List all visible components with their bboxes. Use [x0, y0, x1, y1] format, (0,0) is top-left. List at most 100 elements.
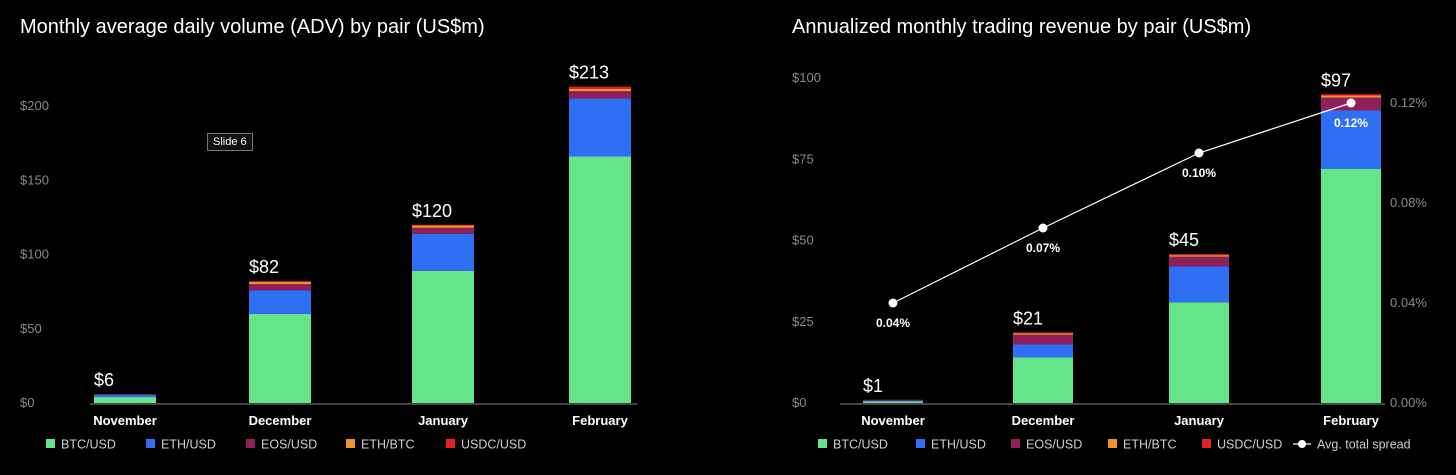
adv-bar-january-eth-usd: [412, 233, 474, 271]
revenue-category-label-january: January: [1174, 413, 1225, 428]
adv-bar-november-btc-usd: [94, 397, 156, 403]
revenue-secondary-ytick-label: 0.08%: [1390, 195, 1427, 210]
revenue-bar-january-usdc-usd: [1169, 254, 1229, 256]
adv-legend-label: EOS/USD: [261, 438, 317, 452]
revenue-bar-december-btc-usd: [1013, 357, 1073, 403]
revenue-bar-february-usdc-usd: [1321, 94, 1381, 96]
revenue-total-label-february: $97: [1321, 70, 1351, 90]
adv-legend-label: ETH/USD: [161, 438, 216, 452]
revenue-spread-point-january: [1194, 148, 1204, 158]
revenue-total-label-december: $21: [1013, 308, 1043, 328]
revenue-bar-january-eos-usd: [1169, 256, 1229, 267]
revenue-spread-point-february: [1346, 98, 1356, 108]
revenue-category-label-december: December: [1012, 413, 1075, 428]
revenue-legend-marker-icon: [1298, 440, 1306, 448]
adv-category-label-january: January: [418, 413, 469, 428]
adv-bar-january-eos-usd: [412, 227, 474, 234]
adv-bar-february-eth-usd: [569, 98, 631, 157]
revenue-bar-november-eos-usd: [863, 399, 923, 401]
revenue-bar-february-eth-usd: [1321, 110, 1381, 169]
revenue-spread-label-november: 0.04%: [876, 316, 910, 330]
revenue-ytick-label: $25: [792, 314, 814, 329]
adv-legend-swatch-usdc-usd: [446, 439, 455, 448]
adv-bar-december-btc-usd: [249, 313, 311, 403]
adv-ytick-label: $100: [20, 247, 49, 262]
revenue-spread-label-january: 0.10%: [1182, 166, 1216, 180]
adv-category-label-february: February: [572, 413, 628, 428]
adv-bar-january-usdc-usd: [412, 224, 474, 226]
revenue-bar-february-eth-btc: [1321, 95, 1381, 98]
adv-bar-december-eth-usd: [249, 290, 311, 314]
revenue-spread-point-november: [888, 298, 898, 308]
revenue-legend-swatch-btc-usd: [818, 439, 827, 448]
adv-bar-december-eos-usd: [249, 284, 311, 291]
revenue-legend-label: Avg. total spread: [1317, 438, 1411, 452]
revenue-legend-label: EOS/USD: [1026, 438, 1082, 452]
adv-bar-february-eth-btc: [569, 88, 631, 92]
adv-legend-label: USDC/USD: [461, 438, 526, 452]
revenue-bar-november-btc-usd: [863, 401, 923, 403]
revenue-bar-december-eth-usd: [1013, 344, 1073, 358]
adv-ytick-label: $200: [20, 98, 49, 113]
slide-badge: Slide 6: [207, 133, 253, 151]
revenue-legend-label: ETH/BTC: [1123, 438, 1176, 452]
revenue-bar-january-eth-btc: [1169, 255, 1229, 257]
adv-legend-swatch-btc-usd: [46, 439, 55, 448]
revenue-legend-label: USDC/USD: [1217, 438, 1282, 452]
adv-bar-december-usdc-usd: [249, 281, 311, 283]
revenue-ytick-label: $75: [792, 151, 814, 166]
revenue-category-label-november: November: [861, 413, 925, 428]
revenue-legend-swatch-eth-btc: [1108, 439, 1117, 448]
revenue-legend-label: ETH/USD: [931, 438, 986, 452]
adv-category-label-december: December: [249, 413, 312, 428]
adv-legend-swatch-eos-usd: [246, 439, 255, 448]
revenue-bar-december-usdc-usd: [1013, 332, 1073, 334]
adv-ytick-label: $150: [20, 172, 49, 187]
revenue-secondary-ytick-label: 0.12%: [1390, 95, 1427, 110]
adv-total-label-february: $213: [569, 63, 609, 83]
chart-title-adv: Monthly average daily volume (ADV) by pa…: [20, 16, 485, 38]
revenue-spread-label-december: 0.07%: [1026, 241, 1060, 255]
revenue-ytick-label: $100: [792, 70, 821, 85]
revenue-total-label-january: $45: [1169, 230, 1199, 250]
revenue-bar-january-btc-usd: [1169, 302, 1229, 403]
adv-legend-label: BTC/USD: [61, 438, 116, 452]
adv-ytick-label: $50: [20, 321, 42, 336]
revenue-spread-label-february: 0.12%: [1334, 116, 1368, 130]
adv-total-label-december: $82: [249, 257, 279, 277]
revenue-bar-december-eos-usd: [1013, 334, 1073, 345]
revenue-bar-january-eth-usd: [1169, 266, 1229, 303]
revenue-legend-swatch-eth-usd: [916, 439, 925, 448]
revenue-legend-swatch-usdc-usd: [1202, 439, 1211, 448]
revenue-ytick-label: $50: [792, 233, 814, 248]
adv-ytick-label: $0: [20, 395, 34, 410]
revenue-category-label-february: February: [1323, 413, 1379, 428]
revenue-bar-november-eth-usd: [863, 400, 923, 402]
adv-bar-november-eth-usd: [94, 394, 156, 398]
revenue-legend-swatch-eos-usd: [1011, 439, 1020, 448]
adv-total-label-january: $120: [412, 201, 452, 221]
revenue-spread-line: [892, 102, 1352, 304]
revenue-legend-label: BTC/USD: [833, 438, 888, 452]
adv-total-label-november: $6: [94, 370, 114, 390]
adv-bar-february-btc-usd: [569, 156, 631, 403]
adv-legend-label: ETH/BTC: [361, 438, 414, 452]
adv-bar-january-eth-btc: [412, 225, 474, 228]
adv-bar-february-eos-usd: [569, 91, 631, 99]
adv-bar-february-usdc-usd: [569, 86, 631, 89]
revenue-ytick-label: $0: [792, 395, 806, 410]
adv-bar-january-btc-usd: [412, 270, 474, 403]
revenue-secondary-ytick-label: 0.04%: [1390, 295, 1427, 310]
revenue-bar-december-eth-btc: [1013, 333, 1073, 335]
adv-bar-november-eos-usd: [94, 394, 156, 395]
adv-legend-swatch-eth-usd: [146, 439, 155, 448]
adv-bar-december-eth-btc: [249, 281, 311, 285]
revenue-spread-point-december: [1038, 223, 1048, 233]
adv-category-label-november: November: [93, 413, 157, 428]
revenue-secondary-ytick-label: 0.00%: [1390, 395, 1427, 410]
chart-title-revenue: Annualized monthly trading revenue by pa…: [792, 16, 1252, 38]
revenue-bar-february-btc-usd: [1321, 169, 1381, 403]
adv-legend-swatch-eth-btc: [346, 439, 355, 448]
revenue-total-label-november: $1: [863, 376, 883, 396]
